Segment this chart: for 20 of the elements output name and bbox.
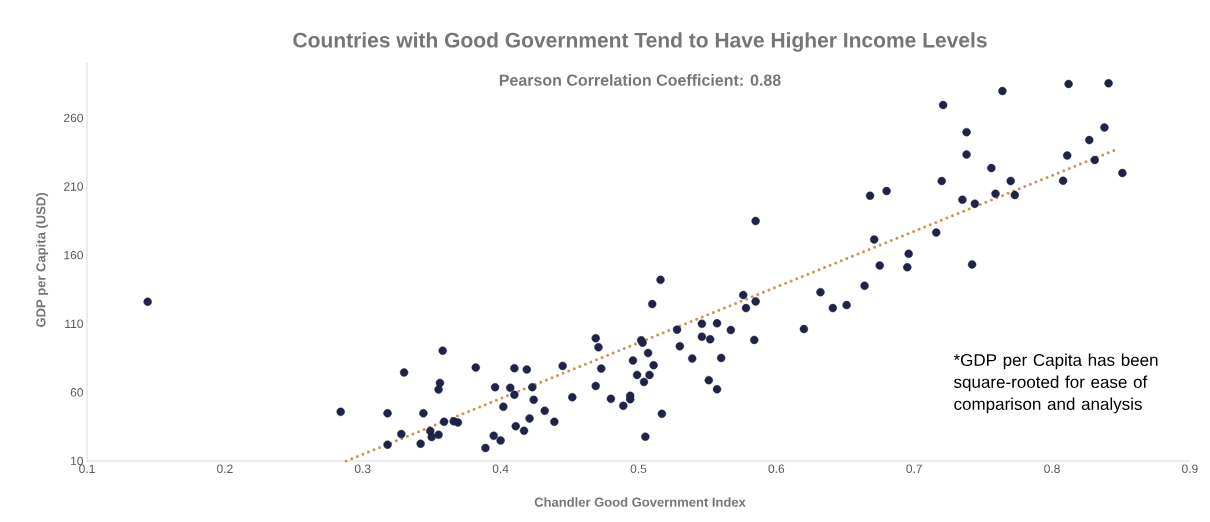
x-tick-label: 0.8	[1044, 464, 1060, 474]
y-tick-label: 60	[70, 388, 84, 397]
chart-title: Countries with Good Government Tend to Have Higher Income Levels	[293, 32, 987, 52]
x-tick-label: 0.6	[768, 464, 785, 474]
y-axis-title: GDP per Capita (USD)	[35, 193, 49, 327]
y-tick-label: 260	[64, 113, 84, 123]
y-tick-label: 110	[65, 319, 84, 328]
x-tick-label: 0.1	[79, 464, 95, 474]
x-tick-label: 0.3	[354, 464, 371, 474]
annotation: *GDP per Capita has been square-rooted for ease of comparison and analysis	[953, 353, 1158, 414]
x-axis-title: Chandler Good Government Index	[534, 497, 746, 507]
x-tick-label: 0.5	[630, 464, 647, 474]
y-tick-label: 160	[64, 250, 84, 260]
y-tick-label: 210	[64, 182, 84, 191]
x-tick-label: 0.4	[492, 464, 509, 474]
x-tick-label: 0.7	[906, 464, 922, 474]
x-tick-label: 0.9	[1182, 464, 1198, 474]
y-tick-label: 10	[71, 456, 84, 466]
text: Pearson Correlation Coefficient: 0.88	[499, 74, 781, 86]
x-tick-label: 0.2	[217, 464, 233, 474]
